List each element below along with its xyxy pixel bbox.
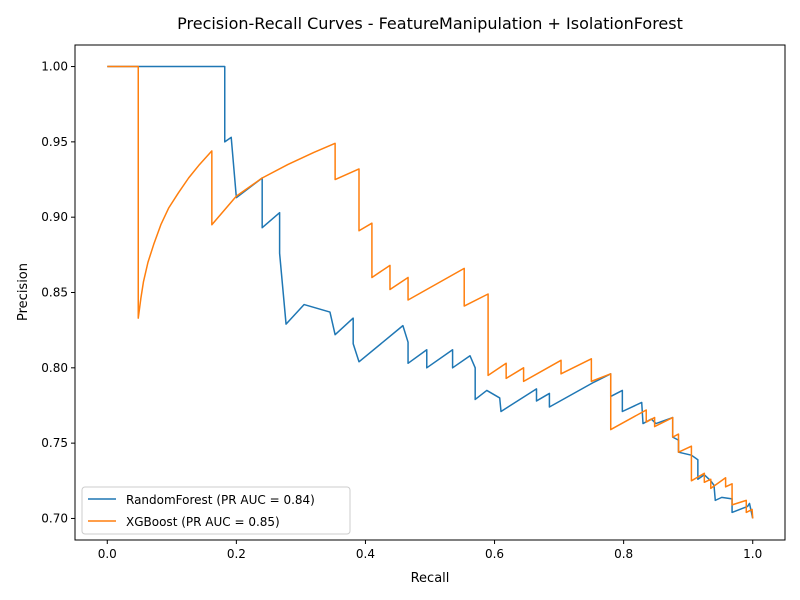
x-tick-label: 0.0 bbox=[98, 547, 117, 561]
x-tick-label: 0.8 bbox=[614, 547, 633, 561]
y-tick-label: 0.75 bbox=[41, 436, 68, 450]
legend: RandomForest (PR AUC = 0.84) XGBoost (PR… bbox=[81, 486, 351, 535]
series-line-0 bbox=[107, 65, 754, 519]
x-axis-label: Recall bbox=[411, 571, 450, 586]
y-tick-label: 0.90 bbox=[41, 210, 68, 224]
y-tick-label: 0.70 bbox=[41, 511, 68, 525]
x-tick-label: 0.4 bbox=[356, 547, 375, 561]
series-line-1 bbox=[107, 65, 754, 519]
x-axis-ticks: 0.0 0.2 0.4 0.6 0.8 1.0 bbox=[98, 540, 762, 561]
y-tick-label: 0.80 bbox=[41, 361, 68, 375]
x-tick-label: 0.2 bbox=[227, 547, 246, 561]
y-axis-ticks: 0.70 0.75 0.80 0.85 0.90 0.95 1.00 bbox=[41, 60, 75, 525]
x-tick-label: 1.0 bbox=[743, 547, 762, 561]
legend-label-xgboost: XGBoost (PR AUC = 0.85) bbox=[126, 515, 280, 529]
legend-box bbox=[81, 486, 351, 535]
y-tick-label: 0.85 bbox=[41, 286, 68, 300]
y-axis-label: Precision bbox=[16, 263, 31, 321]
chart-title: Precision-Recall Curves - FeatureManipul… bbox=[177, 14, 683, 33]
x-tick-label: 0.6 bbox=[485, 547, 504, 561]
legend-label-randomforest: RandomForest (PR AUC = 0.84) bbox=[126, 493, 315, 507]
y-tick-label: 1.00 bbox=[41, 60, 68, 74]
plot-area bbox=[107, 65, 754, 519]
y-tick-label: 0.95 bbox=[41, 135, 68, 149]
